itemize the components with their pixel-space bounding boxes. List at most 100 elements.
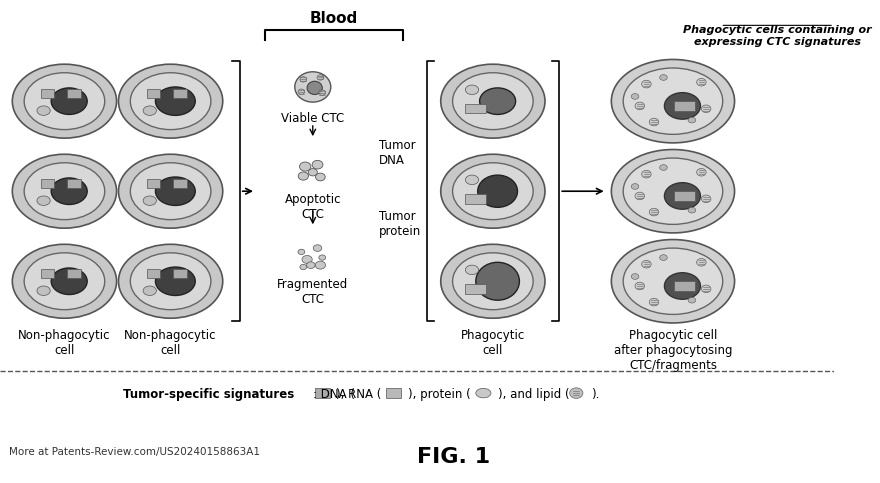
Ellipse shape [480,88,516,114]
Ellipse shape [452,73,533,129]
Bar [173,89,187,99]
Bar [674,101,694,111]
Text: ), protein (: ), protein ( [407,388,470,401]
Ellipse shape [476,388,491,398]
Ellipse shape [664,183,700,209]
Ellipse shape [697,258,706,266]
Ellipse shape [319,90,326,95]
Ellipse shape [12,154,116,228]
Ellipse shape [441,154,545,228]
Ellipse shape [701,285,711,293]
Ellipse shape [649,298,659,306]
Ellipse shape [307,81,322,95]
Ellipse shape [143,106,157,115]
Text: Apoptotic
CTC: Apoptotic CTC [284,193,341,221]
Ellipse shape [143,286,157,296]
Text: More at Patents-Review.com/US20240158863A1: More at Patents-Review.com/US20240158863… [10,447,260,457]
Text: Phagocytic cells containing or: Phagocytic cells containing or [683,25,871,35]
Ellipse shape [298,172,308,180]
Bar [67,89,81,99]
Ellipse shape [308,169,318,176]
Ellipse shape [623,158,722,225]
Ellipse shape [631,94,639,99]
Ellipse shape [299,162,311,171]
Text: Fragmented
CTC: Fragmented CTC [277,278,348,306]
Ellipse shape [452,253,533,310]
Ellipse shape [295,72,331,102]
Bar [147,269,160,278]
Ellipse shape [701,195,711,202]
Text: Phagocytic
cell: Phagocytic cell [461,328,525,356]
Bar [385,388,401,398]
Bar [466,104,487,114]
Text: Tumor-specific signatures: Tumor-specific signatures [123,388,295,401]
Bar [173,179,187,188]
Text: : DNA (: : DNA ( [312,388,355,401]
Text: FIG. 1: FIG. 1 [417,447,490,467]
Text: ), RNA (: ), RNA ( [336,388,382,401]
Ellipse shape [315,261,326,269]
Ellipse shape [156,177,195,205]
Ellipse shape [476,262,519,300]
Ellipse shape [623,248,722,314]
Ellipse shape [12,64,116,138]
Ellipse shape [697,78,706,86]
Ellipse shape [688,298,696,303]
Ellipse shape [642,170,651,178]
Ellipse shape [130,253,211,310]
Ellipse shape [300,264,307,270]
Ellipse shape [623,68,722,134]
Ellipse shape [119,154,223,228]
Ellipse shape [649,118,659,126]
Bar [466,194,487,203]
Text: Non-phagocytic
cell: Non-phagocytic cell [18,328,111,356]
Ellipse shape [697,169,706,176]
Ellipse shape [466,85,479,95]
Ellipse shape [119,64,223,138]
Ellipse shape [441,244,545,318]
Ellipse shape [316,173,326,181]
Ellipse shape [300,77,306,82]
Text: Tumor
DNA: Tumor DNA [379,139,415,167]
Ellipse shape [660,255,667,260]
Text: ).: ). [591,388,600,401]
Ellipse shape [37,196,50,205]
Ellipse shape [701,105,711,113]
Bar [147,179,160,188]
Bar [40,269,54,278]
Text: expressing CTC signatures: expressing CTC signatures [693,37,861,47]
Bar [40,89,54,99]
Ellipse shape [664,273,700,299]
Ellipse shape [51,178,87,204]
Bar [67,269,81,278]
Ellipse shape [317,75,324,80]
Ellipse shape [635,192,644,200]
Ellipse shape [156,87,195,115]
Ellipse shape [306,262,315,269]
Ellipse shape [130,73,211,129]
Ellipse shape [612,59,735,143]
Ellipse shape [635,282,644,290]
Ellipse shape [51,268,87,295]
Ellipse shape [688,207,696,213]
Ellipse shape [569,388,583,398]
Ellipse shape [130,163,211,220]
Text: Tumor
protein: Tumor protein [379,211,422,239]
Ellipse shape [612,240,735,323]
Ellipse shape [12,244,116,318]
Ellipse shape [649,208,659,216]
Ellipse shape [298,89,304,94]
Ellipse shape [156,267,195,296]
Ellipse shape [298,249,304,255]
Ellipse shape [612,150,735,233]
Text: Non-phagocytic
cell: Non-phagocytic cell [124,328,216,356]
Ellipse shape [660,165,667,170]
Ellipse shape [119,244,223,318]
Bar [466,284,487,294]
Ellipse shape [466,265,479,275]
Ellipse shape [478,175,517,207]
Ellipse shape [313,245,322,251]
Bar [674,191,694,201]
Bar [173,269,187,278]
Ellipse shape [466,175,479,185]
